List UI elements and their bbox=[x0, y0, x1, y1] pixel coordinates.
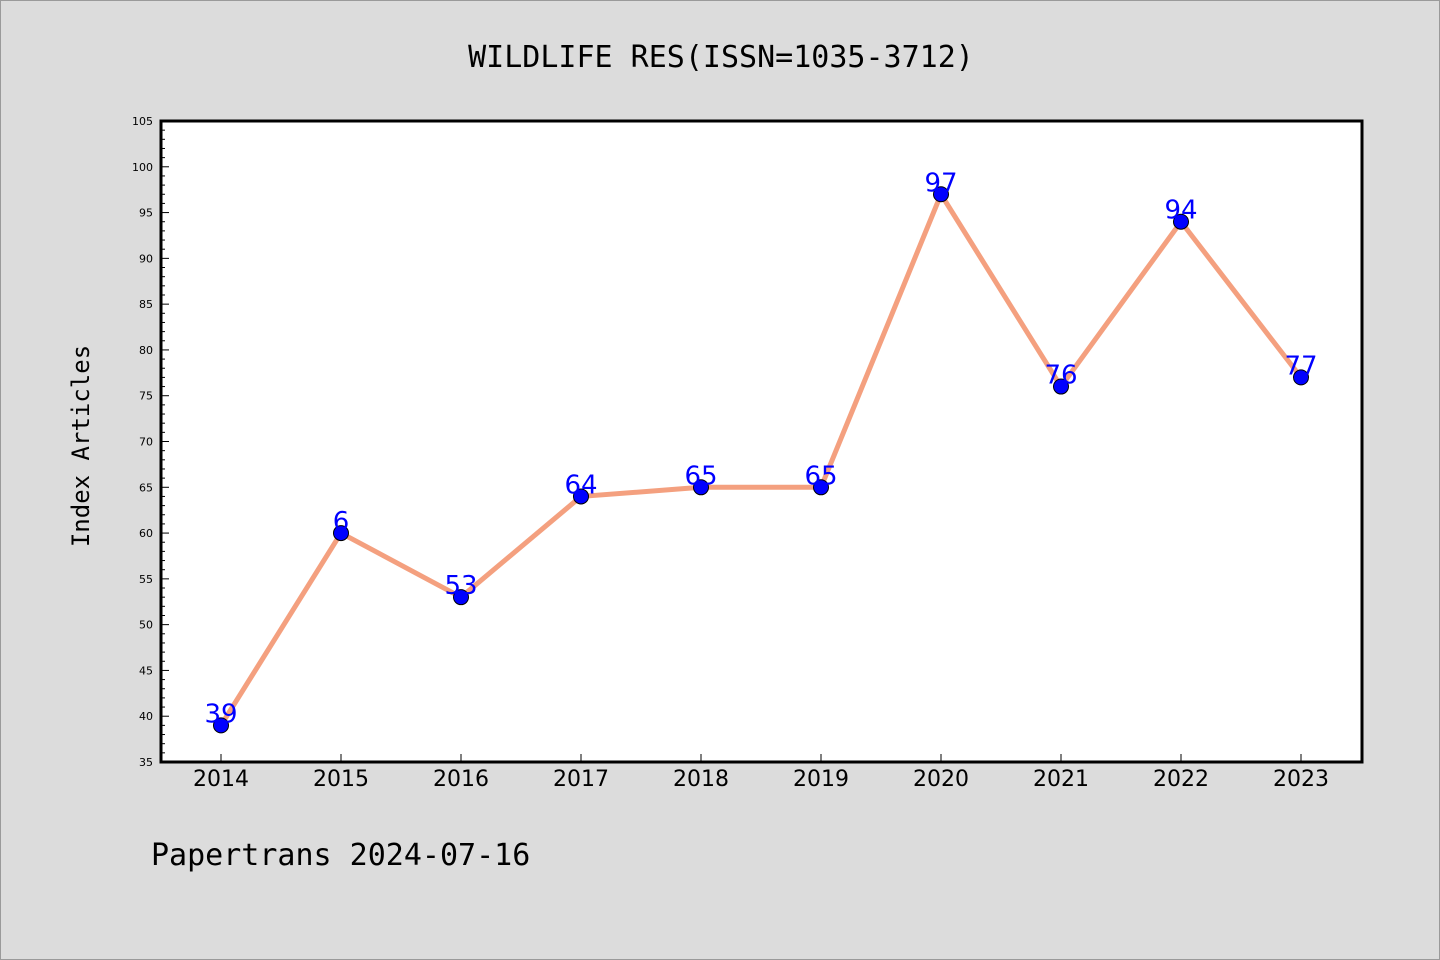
data-label: 6 bbox=[333, 507, 350, 537]
footer-credit: Papertrans 2024-07-16 bbox=[151, 838, 530, 873]
data-label: 77 bbox=[1284, 351, 1317, 381]
data-point bbox=[333, 525, 349, 542]
data-point bbox=[453, 589, 469, 606]
y-tick-label: 55 bbox=[139, 573, 153, 586]
data-point bbox=[933, 186, 949, 203]
data-labels: 39 6 53 64 65 65 97 76 94 77 bbox=[204, 168, 1317, 729]
data-label: 76 bbox=[1044, 361, 1077, 391]
x-tick-label: 2022 bbox=[1153, 767, 1209, 792]
data-label: 53 bbox=[444, 571, 477, 601]
y-tick-label: 105 bbox=[132, 115, 153, 128]
series-line bbox=[218, 191, 1304, 728]
y-tick-label: 60 bbox=[139, 527, 153, 540]
series-line-group bbox=[218, 191, 1304, 728]
data-point bbox=[1053, 378, 1069, 395]
x-axis-ticks: 2014 2015 2016 2017 2018 2019 2020 2021 2022 2023 bbox=[193, 754, 1329, 792]
data-point bbox=[573, 488, 589, 505]
x-tick-label: 2018 bbox=[673, 767, 729, 792]
data-point bbox=[693, 479, 709, 496]
data-label: 65 bbox=[804, 461, 837, 491]
y-tick-label: 45 bbox=[139, 664, 153, 677]
y-tick-label: 90 bbox=[139, 252, 153, 265]
data-point bbox=[813, 479, 829, 496]
x-tick-label: 2017 bbox=[553, 767, 609, 792]
x-tick-label: 2023 bbox=[1273, 767, 1329, 792]
data-point bbox=[1173, 213, 1189, 230]
y-tick-label: 80 bbox=[139, 344, 153, 357]
data-label: 64 bbox=[564, 470, 597, 500]
y-tick-label: 70 bbox=[139, 436, 153, 449]
y-tick-label: 65 bbox=[139, 481, 153, 494]
y-tick-label: 75 bbox=[139, 390, 153, 403]
y-tick-label: 50 bbox=[139, 619, 153, 632]
data-point bbox=[1293, 369, 1309, 386]
data-label: 94 bbox=[1164, 196, 1197, 226]
plot-area bbox=[159, 119, 1364, 764]
data-point bbox=[213, 717, 229, 734]
chart-title: WILDLIFE RES(ISSN=1035-3712) bbox=[468, 40, 974, 75]
y-tick-label: 35 bbox=[139, 756, 153, 769]
data-label: 39 bbox=[204, 699, 237, 729]
data-label: 65 bbox=[684, 461, 717, 491]
y-axis-ticks: 35 40 45 50 55 60 65 70 75 80 85 90 95 100 105 bbox=[132, 115, 169, 769]
data-markers bbox=[213, 186, 1309, 734]
y-tick-label: 100 bbox=[132, 161, 153, 174]
x-tick-label: 2021 bbox=[1033, 767, 1089, 792]
y-axis-label: Index Articles bbox=[67, 345, 95, 547]
y-tick-label: 85 bbox=[139, 298, 153, 311]
x-tick-label: 2020 bbox=[913, 767, 969, 792]
x-tick-label: 2019 bbox=[793, 767, 849, 792]
x-tick-label: 2015 bbox=[313, 767, 369, 792]
y-tick-label: 40 bbox=[139, 710, 153, 723]
data-label: 97 bbox=[924, 168, 957, 198]
x-tick-label: 2014 bbox=[193, 767, 249, 792]
y-tick-label: 95 bbox=[139, 207, 153, 220]
x-tick-label: 2016 bbox=[433, 767, 489, 792]
